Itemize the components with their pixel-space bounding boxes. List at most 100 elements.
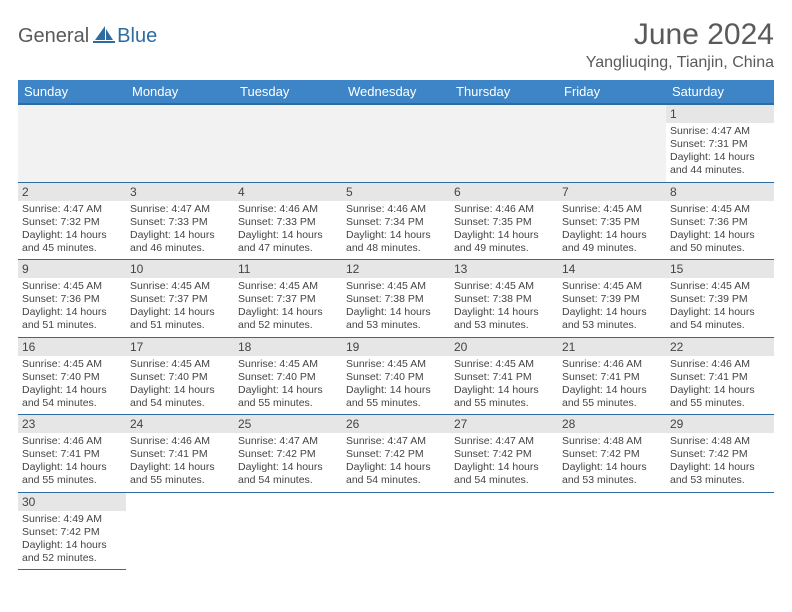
day-number: 2 xyxy=(18,183,126,201)
day-number: 5 xyxy=(342,183,450,201)
calendar-day-cell: 26Sunrise: 4:47 AMSunset: 7:42 PMDayligh… xyxy=(342,415,450,493)
day-info: Sunrise: 4:49 AMSunset: 7:42 PMDaylight:… xyxy=(22,513,122,566)
calendar-day-cell: 4Sunrise: 4:46 AMSunset: 7:33 PMDaylight… xyxy=(234,182,342,260)
day-number: 19 xyxy=(342,338,450,356)
calendar-day-cell: 28Sunrise: 4:48 AMSunset: 7:42 PMDayligh… xyxy=(558,415,666,493)
calendar-day-cell xyxy=(234,104,342,182)
calendar-day-cell xyxy=(558,104,666,182)
calendar-day-cell: 14Sunrise: 4:45 AMSunset: 7:39 PMDayligh… xyxy=(558,260,666,338)
calendar-day-cell: 15 Sunrise: 4:45 AMSunset: 7:39 PMDayligh… xyxy=(666,260,774,338)
day-info: Sunrise: 4:46 AMSunset: 7:41 PMDaylight:… xyxy=(130,435,230,488)
calendar-day-cell: 25 Sunrise: 4:47 AMSunset: 7:42 PMDayligh… xyxy=(234,415,342,493)
logo-text-general: General xyxy=(18,25,89,48)
day-number: 26 xyxy=(342,415,450,433)
day-info: Sunrise: 4:45 AMSunset: 7:37 PMDaylight:… xyxy=(130,280,230,333)
day-number: 12 xyxy=(342,260,450,278)
calendar-day-cell: 7Sunrise: 4:45 AMSunset: 7:35 PMDaylight… xyxy=(558,182,666,260)
calendar-day-cell: 2 Sunrise: 4:47 AMSunset: 7:32 PMDaylight… xyxy=(18,182,126,260)
calendar-week-row: 16Sunrise: 4:45 AMSunset: 7:40 PMDayligh… xyxy=(18,337,774,415)
day-info: Sunrise: 4:46 AMSunset: 7:41 PMDaylight:… xyxy=(562,358,662,411)
calendar-day-cell: 13 Sunrise: 4:45 AMSunset: 7:38 PMDayligh… xyxy=(450,260,558,338)
calendar-day-cell: 19Sunrise: 4:45 AMSunset: 7:40 PMDayligh… xyxy=(342,337,450,415)
day-info: Sunrise: 4:46 AMSunset: 7:33 PMDaylight:… xyxy=(238,203,338,256)
calendar-day-cell xyxy=(234,492,342,570)
day-number: 20 xyxy=(450,338,558,356)
calendar-day-cell: 18 Sunrise: 4:45 AMSunset: 7:40 PMDayligh… xyxy=(234,337,342,415)
day-number: 3 xyxy=(126,183,234,201)
day-info: Sunrise: 4:45 AMSunset: 7:40 PMDaylight:… xyxy=(238,358,338,411)
logo: General Blue xyxy=(18,24,157,49)
calendar-day-cell xyxy=(18,104,126,182)
weekday-header: Friday xyxy=(558,80,666,104)
calendar-day-cell: 6Sunrise: 4:46 AMSunset: 7:35 PMDaylight… xyxy=(450,182,558,260)
sail-icon xyxy=(93,24,115,49)
calendar-day-cell: 16Sunrise: 4:45 AMSunset: 7:40 PMDayligh… xyxy=(18,337,126,415)
calendar-day-cell: 23 Sunrise: 4:46 AMSunset: 7:41 PMDayligh… xyxy=(18,415,126,493)
title-block: June 2024 Yangliuqing, Tianjin, China xyxy=(586,18,774,72)
day-info: Sunrise: 4:47 AMSunset: 7:31 PMDaylight:… xyxy=(670,125,770,178)
calendar-day-cell xyxy=(666,492,774,570)
calendar-day-cell: 11Sunrise: 4:45 AMSunset: 7:37 PMDayligh… xyxy=(234,260,342,338)
month-title: June 2024 xyxy=(586,18,774,52)
day-number: 25 xyxy=(234,415,342,433)
day-number: 7 xyxy=(558,183,666,201)
day-info: Sunrise: 4:46 AMSunset: 7:35 PMDaylight:… xyxy=(454,203,554,256)
day-number: 22 xyxy=(666,338,774,356)
day-info: Sunrise: 4:46 AMSunset: 7:34 PMDaylight:… xyxy=(346,203,446,256)
day-info: Sunrise: 4:47 AMSunset: 7:42 PMDaylight:… xyxy=(238,435,338,488)
page-header: General Blue June 2024 Yangliuqing, Tian… xyxy=(18,18,774,72)
calendar-week-row: 2 Sunrise: 4:47 AMSunset: 7:32 PMDaylight… xyxy=(18,182,774,260)
day-info: Sunrise: 4:46 AMSunset: 7:41 PMDaylight:… xyxy=(22,435,122,488)
calendar-day-cell xyxy=(342,492,450,570)
day-number: 28 xyxy=(558,415,666,433)
calendar-day-cell xyxy=(558,492,666,570)
day-number: 9 xyxy=(18,260,126,278)
day-info: Sunrise: 4:45 AMSunset: 7:38 PMDaylight:… xyxy=(454,280,554,333)
location-label: Yangliuqing, Tianjin, China xyxy=(586,54,774,72)
calendar-day-cell: 9Sunrise: 4:45 AMSunset: 7:36 PMDaylight… xyxy=(18,260,126,338)
day-number: 21 xyxy=(558,338,666,356)
day-number: 13 xyxy=(450,260,558,278)
calendar-day-cell xyxy=(342,104,450,182)
calendar-day-cell: 17Sunrise: 4:45 AMSunset: 7:40 PMDayligh… xyxy=(126,337,234,415)
weekday-header: Wednesday xyxy=(342,80,450,104)
day-number: 30 xyxy=(18,493,126,511)
day-number: 18 xyxy=(234,338,342,356)
calendar-page: General Blue June 2024 Yangliuqing, Tian… xyxy=(0,0,792,570)
day-number: 27 xyxy=(450,415,558,433)
day-info: Sunrise: 4:45 AMSunset: 7:41 PMDaylight:… xyxy=(454,358,554,411)
day-info: Sunrise: 4:45 AMSunset: 7:36 PMDaylight:… xyxy=(670,203,770,256)
day-info: Sunrise: 4:47 AMSunset: 7:42 PMDaylight:… xyxy=(454,435,554,488)
calendar-day-cell: 20 Sunrise: 4:45 AMSunset: 7:41 PMDayligh… xyxy=(450,337,558,415)
day-number: 24 xyxy=(126,415,234,433)
day-info: Sunrise: 4:47 AMSunset: 7:33 PMDaylight:… xyxy=(130,203,230,256)
calendar-week-row: 1 Sunrise: 4:47 AMSunset: 7:31 PMDaylight… xyxy=(18,104,774,182)
calendar-day-cell: 12 Sunrise: 4:45 AMSunset: 7:38 PMDayligh… xyxy=(342,260,450,338)
day-number: 23 xyxy=(18,415,126,433)
calendar-day-cell xyxy=(450,492,558,570)
calendar-week-row: 30 Sunrise: 4:49 AMSunset: 7:42 PMDayligh… xyxy=(18,492,774,570)
calendar-day-cell: 24 Sunrise: 4:46 AMSunset: 7:41 PMDayligh… xyxy=(126,415,234,493)
day-number: 11 xyxy=(234,260,342,278)
weekday-header: Sunday xyxy=(18,80,126,104)
day-info: Sunrise: 4:45 AMSunset: 7:39 PMDaylight:… xyxy=(670,280,770,333)
weekday-header: Tuesday xyxy=(234,80,342,104)
calendar-week-row: 9Sunrise: 4:45 AMSunset: 7:36 PMDaylight… xyxy=(18,260,774,338)
calendar-day-cell: 27 Sunrise: 4:47 AMSunset: 7:42 PMDayligh… xyxy=(450,415,558,493)
calendar-day-cell: 30 Sunrise: 4:49 AMSunset: 7:42 PMDayligh… xyxy=(18,492,126,570)
day-info: Sunrise: 4:46 AMSunset: 7:41 PMDaylight:… xyxy=(670,358,770,411)
day-info: Sunrise: 4:45 AMSunset: 7:40 PMDaylight:… xyxy=(22,358,122,411)
day-number: 29 xyxy=(666,415,774,433)
day-number: 15 xyxy=(666,260,774,278)
weekday-header: Thursday xyxy=(450,80,558,104)
day-number: 8 xyxy=(666,183,774,201)
weekday-header: Saturday xyxy=(666,80,774,104)
calendar-day-cell: 22 Sunrise: 4:46 AMSunset: 7:41 PMDayligh… xyxy=(666,337,774,415)
day-number: 1 xyxy=(666,105,774,123)
calendar-day-cell xyxy=(126,104,234,182)
day-number: 10 xyxy=(126,260,234,278)
day-info: Sunrise: 4:47 AMSunset: 7:32 PMDaylight:… xyxy=(22,203,122,256)
calendar-day-cell: 3 Sunrise: 4:47 AMSunset: 7:33 PMDaylight… xyxy=(126,182,234,260)
day-info: Sunrise: 4:48 AMSunset: 7:42 PMDaylight:… xyxy=(670,435,770,488)
day-info: Sunrise: 4:45 AMSunset: 7:38 PMDaylight:… xyxy=(346,280,446,333)
